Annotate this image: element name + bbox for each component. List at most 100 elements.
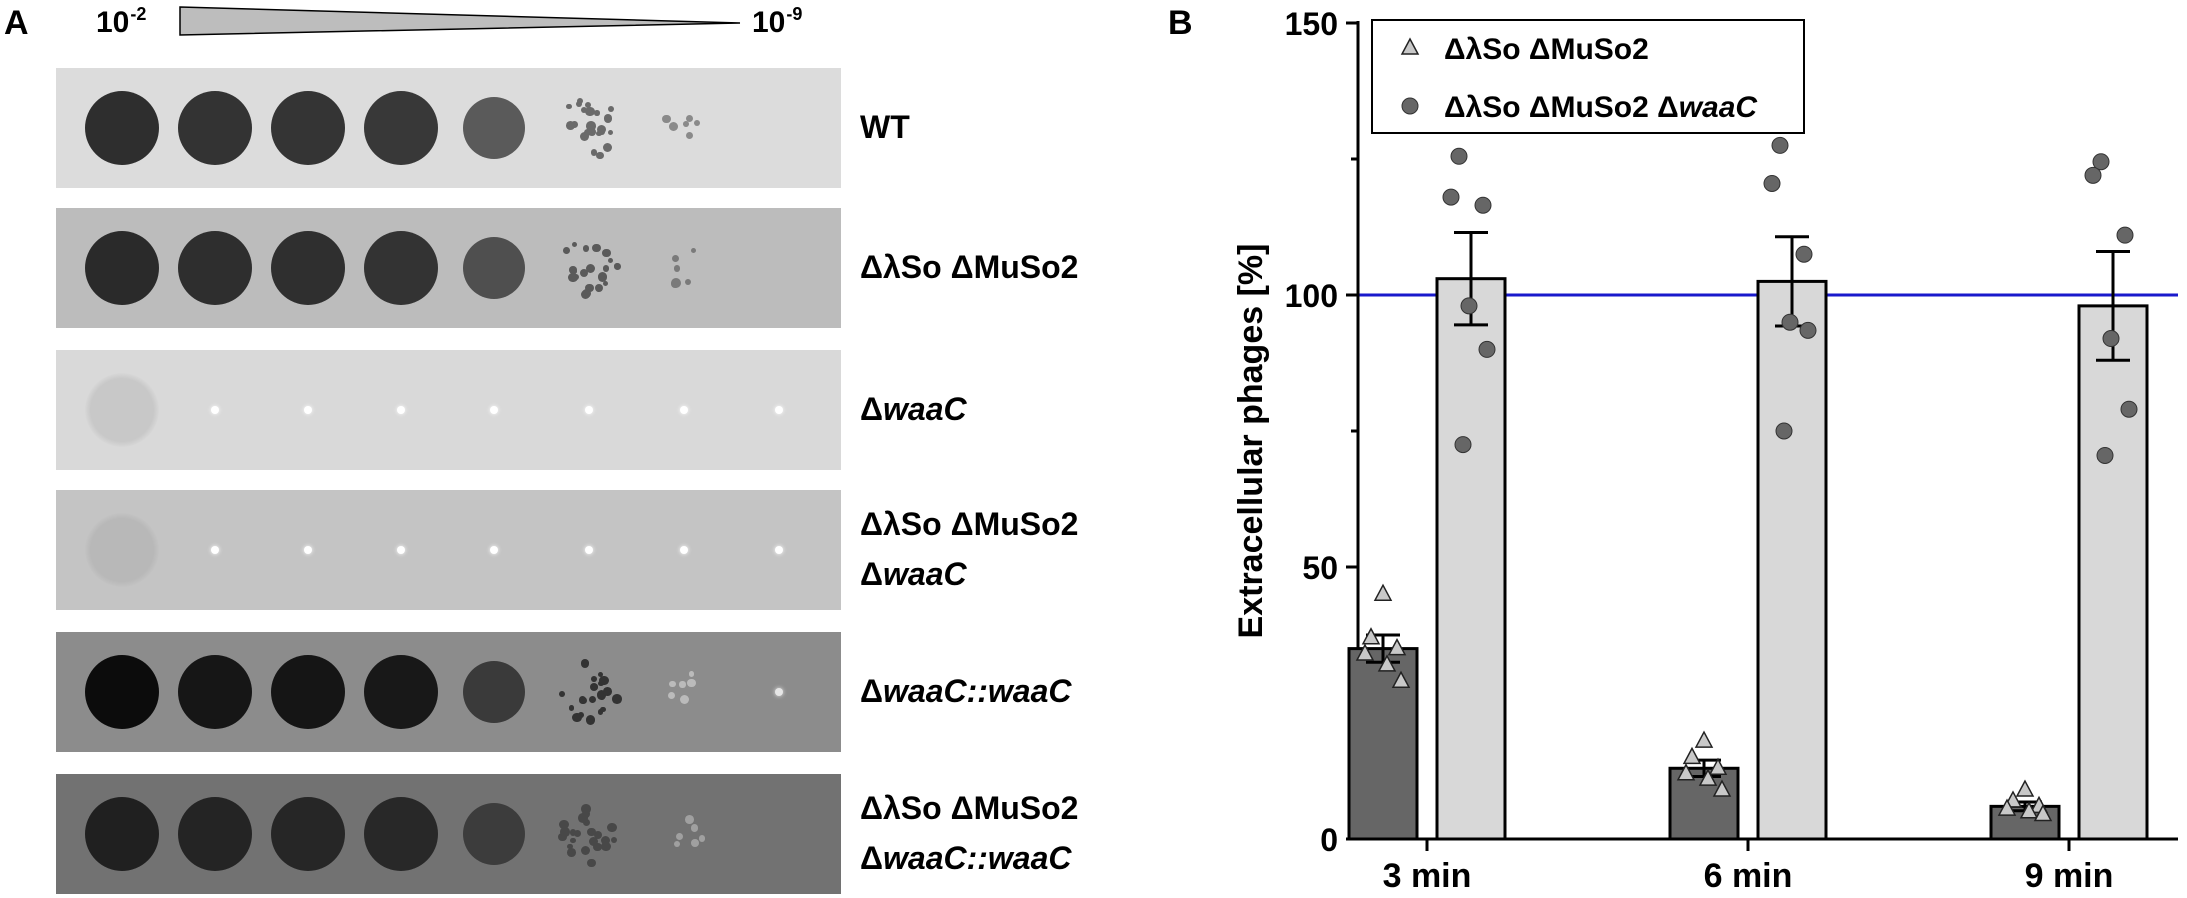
bar — [1435, 277, 1507, 841]
strain-label-part: waaC — [883, 555, 967, 592]
spot-strip — [56, 774, 841, 894]
panel-a-letter: A — [4, 4, 29, 42]
plaque-dot — [585, 715, 596, 725]
plaque-dot — [594, 284, 603, 293]
data-point-circle — [1781, 313, 1799, 331]
data-point-triangle — [1373, 583, 1393, 601]
data-point-triangle — [1355, 643, 1375, 661]
y-tick-label: 50 — [1302, 550, 1338, 586]
strain-label-line: WT — [860, 103, 910, 153]
plaque-dot — [668, 121, 678, 131]
plaque-dot — [578, 696, 587, 705]
plaque-dot — [610, 836, 617, 843]
lysis-spot — [462, 96, 526, 160]
data-point-circle — [1474, 196, 1492, 214]
dilution-wedge — [179, 6, 741, 36]
strain-label-line: ΔλSo ΔMuSo2 — [860, 784, 1078, 834]
strain-label-part: waaC::waaC — [883, 673, 1072, 710]
legend-label: ΔλSo ΔMuSo2 — [1444, 33, 1649, 66]
bar — [1756, 279, 1828, 841]
pin-spot — [304, 546, 312, 554]
plaque-dot — [597, 709, 604, 715]
chart-legend: ΔλSo ΔMuSo2 ΔλSo ΔMuSo2 ΔwaaC — [1371, 19, 1805, 134]
pin-spot — [397, 406, 405, 414]
pin-spot — [304, 406, 312, 414]
legend-marker-triangle — [1400, 37, 1420, 55]
plaque-dot — [594, 110, 600, 116]
plaque-dot — [604, 114, 613, 123]
extracellular-phages-chart: 0 50 100 150 3 min 6 min 9 min Extracellular ph… — [1232, 6, 2178, 895]
plaque-dot — [587, 858, 596, 868]
spot-strip — [56, 632, 841, 752]
strain-label-part: ΔλSo ΔMuSo2 — [860, 249, 1079, 286]
plaque-dot — [576, 101, 583, 108]
plaque-dot — [566, 103, 572, 110]
plaque-dot — [585, 284, 594, 293]
x-tick-label: 9 min — [2025, 857, 2114, 895]
lysis-spot — [271, 231, 345, 305]
strain-label: ΔwaaC::waaC — [860, 667, 1072, 717]
dilution-low-exponent: -9 — [786, 4, 803, 24]
plaque-dot — [582, 244, 590, 252]
plaque-dot — [684, 815, 694, 824]
y-tick-label: 150 — [1285, 6, 1338, 42]
plaque-dot — [607, 257, 614, 264]
plaque-dot — [607, 822, 618, 833]
pin-spot — [775, 688, 783, 696]
plaque-dot — [614, 263, 622, 271]
plaque-dot — [580, 289, 591, 300]
lysis-spot — [271, 797, 345, 871]
legend-box — [1371, 19, 1805, 134]
lysis-spot — [271, 655, 345, 729]
strain-label-line: ΔwaaC::waaC — [860, 834, 1078, 884]
pin-spot — [397, 546, 405, 554]
plaque-dot — [592, 243, 601, 253]
data-point-triangle — [1682, 746, 1702, 765]
plaque-dot — [591, 676, 597, 682]
y-axis-label: Extracellular phages [%] — [1232, 244, 1270, 639]
x-tick-label: 6 min — [1704, 857, 1793, 895]
plaque-dot — [581, 846, 591, 856]
pin-spot — [490, 546, 498, 554]
plaque-dot — [607, 129, 614, 136]
plaque-dot — [582, 810, 591, 818]
data-point-circle — [1450, 147, 1468, 165]
spot-strip — [56, 68, 841, 188]
data-point-circle — [1454, 436, 1472, 454]
pin-spot — [585, 406, 593, 414]
dilution-low-base: 10 — [752, 6, 786, 39]
plaque-dot — [597, 272, 607, 282]
chart-bars — [1347, 230, 2149, 841]
strain-label-line: ΔλSo ΔMuSo2 — [860, 243, 1078, 293]
plaque-dot — [607, 105, 614, 112]
plaque-dot — [603, 280, 609, 286]
data-point-circle — [1799, 321, 1817, 339]
plaque-dot — [685, 131, 693, 139]
data-point-circle — [2096, 446, 2114, 464]
plaque-dot — [572, 274, 579, 281]
plaque-dot — [597, 125, 607, 135]
data-point-triangle — [1712, 779, 1732, 797]
chart-points — [1355, 136, 2138, 822]
plaque-dot — [568, 705, 575, 712]
data-point-triangle — [1997, 798, 2017, 816]
strain-label-part: Δ — [860, 673, 883, 710]
pin-spot — [775, 546, 783, 554]
panel-b-letter: B — [1168, 4, 1193, 42]
plaque-dot — [560, 826, 571, 837]
data-point-triangle — [1694, 730, 1714, 748]
data-point-circle — [2120, 400, 2138, 418]
lysis-spot — [178, 797, 252, 871]
x-tick-label: 3 min — [1383, 857, 1472, 895]
pin-spot — [680, 546, 688, 554]
plaque-dot — [558, 832, 567, 842]
plaque-dot — [684, 278, 692, 286]
plaque-dot — [589, 696, 597, 704]
lysis-spot — [85, 797, 159, 871]
plaque-dot — [567, 847, 576, 857]
data-point-triangle — [2033, 803, 2053, 822]
strain-label: WT — [860, 103, 910, 153]
data-point-triangle — [1698, 768, 1718, 786]
lysis-spot — [364, 655, 438, 729]
data-point-triangle — [2015, 779, 2035, 797]
